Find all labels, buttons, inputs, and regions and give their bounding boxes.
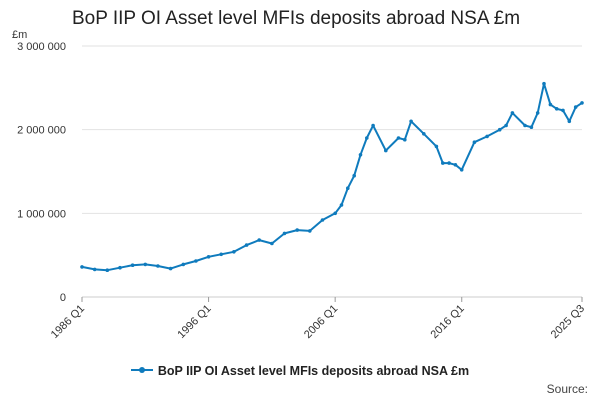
data-point[interactable] — [542, 81, 546, 86]
y-tick-label: 1 000 000 — [17, 208, 66, 220]
data-point[interactable] — [453, 163, 458, 167]
data-point[interactable] — [168, 266, 173, 271]
data-point[interactable] — [333, 211, 338, 216]
data-point[interactable] — [358, 153, 363, 157]
legend-swatch — [130, 364, 153, 376]
data-point[interactable] — [561, 108, 565, 113]
data-point[interactable] — [472, 140, 477, 144]
data-point[interactable] — [384, 148, 388, 153]
data-point[interactable] — [529, 125, 534, 129]
data-point[interactable] — [295, 228, 300, 232]
y-axis-unit-label: £m — [12, 29, 27, 41]
y-axis-ticks: 0 1 000 000 2 000 000 3 000 000 — [17, 41, 66, 304]
data-point[interactable] — [244, 243, 249, 247]
data-point[interactable] — [365, 136, 369, 140]
data-point[interactable] — [181, 262, 186, 267]
data-point[interactable] — [485, 134, 489, 139]
series-group[interactable] — [80, 81, 584, 273]
y-tick-label: 0 — [60, 292, 66, 304]
data-point[interactable] — [523, 123, 527, 128]
x-tick-label: 1996 Q1 — [175, 303, 213, 341]
data-point[interactable] — [535, 111, 540, 115]
data-point[interactable] — [80, 265, 84, 269]
data-point[interactable] — [270, 241, 274, 246]
data-point[interactable] — [434, 144, 439, 149]
data-point[interactable] — [409, 119, 413, 124]
data-point[interactable] — [118, 265, 122, 270]
legend[interactable]: BoP IIP OI Asset level MFIs deposits abr… — [0, 364, 600, 378]
data-point[interactable] — [371, 123, 375, 128]
gridlines — [82, 45, 582, 214]
data-point[interactable] — [206, 254, 211, 259]
data-point[interactable] — [459, 168, 464, 172]
data-point[interactable] — [232, 250, 236, 254]
data-point[interactable] — [257, 238, 262, 242]
data-point[interactable] — [497, 127, 502, 132]
data-point[interactable] — [92, 267, 97, 272]
data-point[interactable] — [403, 137, 407, 142]
data-point[interactable] — [143, 262, 148, 267]
data-point[interactable] — [156, 264, 160, 268]
data-point[interactable] — [194, 259, 198, 263]
data-point[interactable] — [105, 268, 110, 273]
y-tick-label: 2 000 000 — [17, 125, 66, 137]
data-point[interactable] — [504, 123, 508, 128]
series-line[interactable] — [81, 82, 583, 272]
source-label: Source: — [546, 382, 588, 396]
data-point[interactable] — [346, 186, 350, 190]
data-point[interactable] — [320, 218, 325, 222]
x-tick-label: 2025 Q3 — [549, 303, 587, 341]
data-point[interactable] — [567, 119, 572, 124]
legend-label: BoP IIP OI Asset level MFIs deposits abr… — [157, 364, 470, 378]
x-tick-label: 1986 Q1 — [49, 303, 87, 341]
data-point[interactable] — [308, 229, 312, 233]
data-point[interactable] — [548, 102, 553, 107]
data-point[interactable] — [554, 107, 559, 111]
data-point[interactable] — [352, 173, 357, 178]
data-point[interactable] — [219, 252, 223, 257]
data-point[interactable] — [580, 101, 584, 105]
data-point[interactable] — [447, 161, 451, 165]
data-point[interactable] — [130, 263, 135, 268]
x-tick-label: 2006 Q1 — [302, 303, 340, 341]
data-point[interactable] — [573, 105, 578, 109]
data-point[interactable] — [339, 203, 344, 207]
y-tick-label: 3 000 000 — [17, 41, 66, 53]
data-point[interactable] — [441, 161, 445, 165]
chart-title: BoP IIP OI Asset level MFIs deposits abr… — [72, 8, 521, 29]
data-point[interactable] — [396, 136, 401, 140]
x-tick-label: 2016 Q1 — [429, 303, 467, 341]
data-point[interactable] — [510, 111, 515, 115]
data-point[interactable] — [422, 132, 426, 136]
data-point[interactable] — [282, 231, 287, 236]
x-axis: 1986 Q1 1996 Q1 2006 Q1 2016 Q1 2025 Q3 — [49, 296, 587, 341]
